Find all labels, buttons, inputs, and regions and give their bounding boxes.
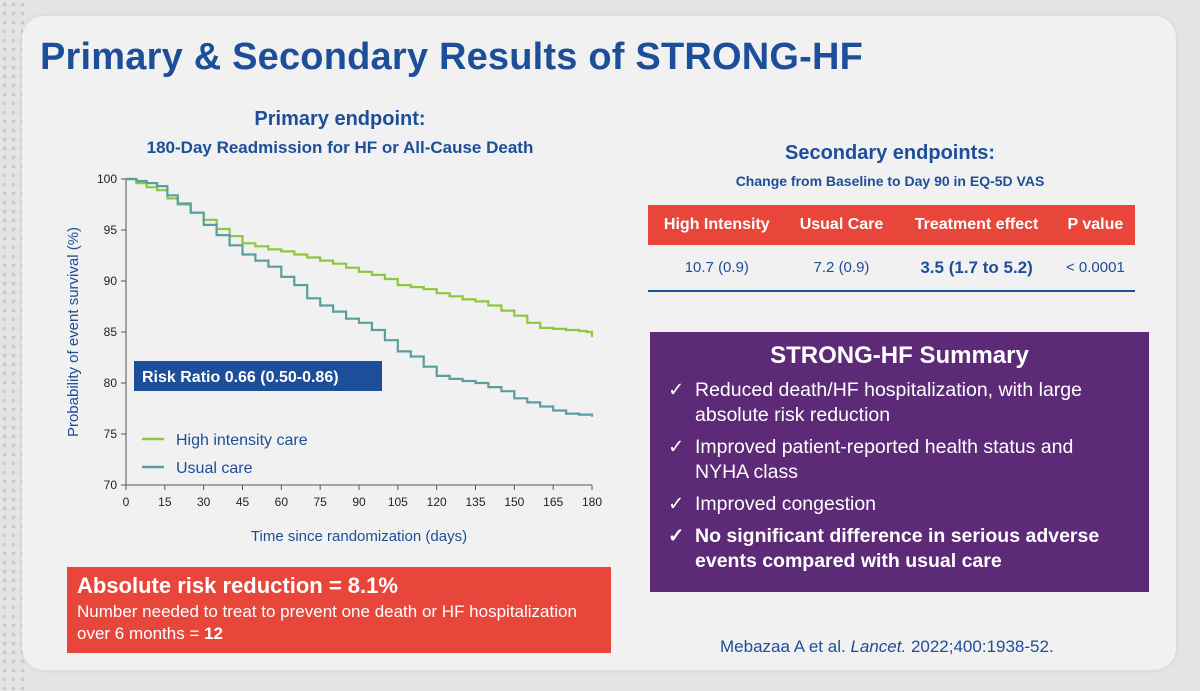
- y-tick-label: 75: [104, 427, 118, 441]
- x-tick-label: 90: [352, 495, 366, 509]
- x-tick-label: 180: [582, 495, 602, 509]
- summary-item-text: Improved patient-reported health status …: [695, 436, 1074, 483]
- list-item: ✓ No significant difference in serious ad…: [668, 524, 1131, 574]
- secondary-endpoints-header: Secondary endpoints: Change from Baselin…: [680, 140, 1100, 191]
- col-header-usual-care: Usual Care: [785, 205, 898, 245]
- primary-endpoint-heading: Primary endpoint:: [254, 108, 426, 130]
- x-tick-label: 45: [236, 495, 250, 509]
- x-tick-label: 15: [158, 495, 172, 509]
- y-tick-label: 90: [104, 274, 118, 288]
- citation-ref: 2022;400:1938-52.: [910, 637, 1054, 656]
- primary-endpoint-subheading: 180-Day Readmission for HF or All-Cause …: [146, 138, 534, 157]
- summary-title: STRONG-HF Summary: [770, 342, 1029, 369]
- x-tick-label: 30: [197, 495, 211, 509]
- x-tick-label: 150: [504, 495, 524, 509]
- citation-authors: Mebazaa A et al.: [720, 637, 846, 656]
- arr-nnt-value: 12: [204, 624, 224, 643]
- checkmark-icon: ✓: [668, 525, 685, 547]
- checkmark-icon: ✓: [668, 436, 685, 458]
- arr-headline: Absolute risk reduction = 8.1%: [77, 573, 398, 598]
- cell-treatment-effect: 3.5 (1.7 to 5.2): [920, 257, 1033, 277]
- y-tick-label: 70: [104, 478, 118, 492]
- legend-label: High intensity care: [176, 432, 308, 449]
- col-header-high-intensity: High Intensity: [648, 205, 786, 245]
- checkmark-icon: ✓: [668, 379, 685, 401]
- list-item: ✓ Improved patient-reported health status…: [668, 435, 1131, 485]
- x-tick-label: 60: [275, 495, 289, 509]
- summary-item-text: No significant difference in serious adv…: [695, 525, 1100, 572]
- y-tick-label: 80: [104, 376, 118, 390]
- x-tick-label: 105: [388, 495, 408, 509]
- x-tick-label: 165: [543, 495, 563, 509]
- list-item: ✓ Improved congestion: [668, 492, 1131, 517]
- summary-list: ✓ Reduced death/HF hospitalization, with …: [668, 378, 1131, 574]
- col-header-p-value: P value: [1055, 205, 1135, 245]
- risk-ratio-badge: Risk Ratio 0.66 (0.50-0.86): [134, 361, 382, 391]
- x-axis-title: Time since randomization (days): [251, 528, 467, 545]
- absolute-risk-reduction-box: Absolute risk reduction = 8.1% Number ne…: [67, 567, 611, 653]
- table-header-row: High Intensity Usual Care Treatment effe…: [648, 205, 1135, 245]
- cell-usual-care: 7.2 (0.9): [813, 259, 870, 276]
- y-axis-title: Probability of event survival (%): [65, 227, 82, 437]
- secondary-endpoints-subheading: Change from Baseline to Day 90 in EQ-5D …: [735, 173, 1045, 189]
- x-tick-label: 0: [123, 495, 130, 509]
- legend-label: Usual care: [176, 460, 253, 477]
- checkmark-icon: ✓: [668, 493, 685, 515]
- kaplan-meier-chart: 70 75 80 85 90 95 100 0 15 30 45 60 75 90 105 120 135 150…: [65, 172, 602, 545]
- citation: Mebazaa A et al. Lancet. 2022;400:1938-5…: [720, 637, 1054, 657]
- x-tick-label: 135: [465, 495, 485, 509]
- secondary-endpoints-heading: Secondary endpoints:: [784, 142, 996, 164]
- x-tick-label: 75: [313, 495, 327, 509]
- risk-ratio-badge-bg: [134, 361, 382, 391]
- summary-item-text: Reduced death/HF hospitalization, with l…: [695, 379, 1082, 426]
- table-row: 10.7 (0.9) 7.2 (0.9) 3.5 (1.7 to 5.2) < …: [648, 245, 1135, 291]
- summary-item-text: Improved congestion: [695, 493, 877, 515]
- y-tick-label: 85: [104, 325, 118, 339]
- arr-body-text: Number needed to treat to prevent one de…: [77, 602, 577, 643]
- arr-body: Number needed to treat to prevent one de…: [77, 601, 601, 645]
- y-tick-label: 95: [104, 223, 118, 237]
- series-line-usual-care: [126, 177, 594, 417]
- x-tick-label: 120: [427, 495, 447, 509]
- col-header-treatment-effect: Treatment effect: [897, 205, 1056, 245]
- risk-ratio-text: Risk Ratio 0.66 (0.50-0.86): [142, 369, 339, 386]
- citation-journal: Lancet.: [850, 637, 907, 656]
- cell-p-value: < 0.0001: [1065, 259, 1125, 276]
- list-item: ✓ Reduced death/HF hospitalization, with …: [668, 378, 1131, 428]
- series-line-high-intensity: [126, 177, 594, 338]
- cell-high-intensity: 10.7 (0.9): [684, 259, 749, 276]
- secondary-endpoints-table: High Intensity Usual Care Treatment effe…: [648, 205, 1135, 292]
- summary-box: STRONG-HF Summary ✓ Reduced death/HF hosp…: [650, 332, 1149, 592]
- chart-legend: High intensity care Usual care: [142, 432, 308, 477]
- decorative-dot-pattern: [0, 0, 26, 691]
- y-tick-label: 100: [97, 172, 117, 186]
- primary-endpoint-header: Primary endpoint: 180-Day Readmission fo…: [110, 106, 570, 160]
- page-title: Primary & Secondary Results of STRONG-HF: [40, 36, 864, 78]
